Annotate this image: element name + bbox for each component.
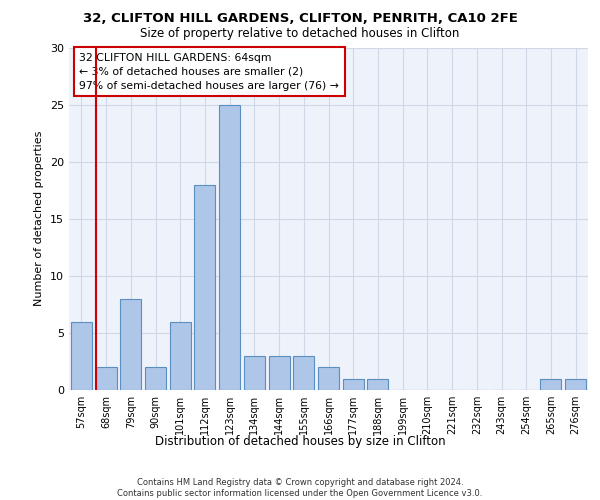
Bar [367, 378, 388, 390]
Bar [565, 378, 586, 390]
Bar [318, 367, 339, 390]
Bar [145, 367, 166, 390]
Bar [170, 322, 191, 390]
Bar [293, 356, 314, 390]
Text: Distribution of detached houses by size in Clifton: Distribution of detached houses by size … [155, 434, 445, 448]
Bar [244, 356, 265, 390]
Bar [343, 378, 364, 390]
Text: Contains HM Land Registry data © Crown copyright and database right 2024.
Contai: Contains HM Land Registry data © Crown c… [118, 478, 482, 498]
Bar [541, 378, 562, 390]
Bar [71, 322, 92, 390]
Text: Size of property relative to detached houses in Clifton: Size of property relative to detached ho… [140, 28, 460, 40]
Bar [269, 356, 290, 390]
Y-axis label: Number of detached properties: Number of detached properties [34, 131, 44, 306]
Bar [120, 298, 141, 390]
Bar [95, 367, 116, 390]
Bar [194, 184, 215, 390]
Text: 32, CLIFTON HILL GARDENS, CLIFTON, PENRITH, CA10 2FE: 32, CLIFTON HILL GARDENS, CLIFTON, PENRI… [83, 12, 517, 26]
Bar [219, 104, 240, 390]
Text: 32 CLIFTON HILL GARDENS: 64sqm
← 3% of detached houses are smaller (2)
97% of se: 32 CLIFTON HILL GARDENS: 64sqm ← 3% of d… [79, 52, 339, 90]
